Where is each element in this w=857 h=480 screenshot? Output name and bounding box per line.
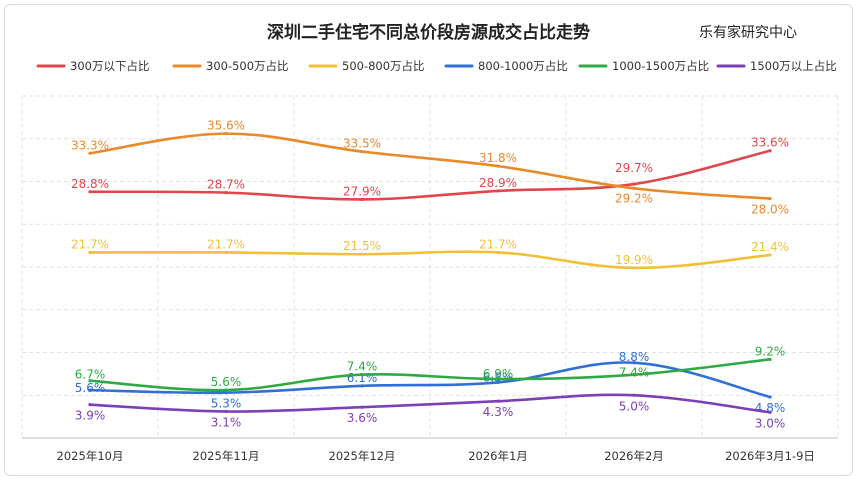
data-label: 3.1% <box>211 415 242 429</box>
data-label: 35.6% <box>207 119 245 133</box>
legend-label: 500-800万占比 <box>342 59 425 73</box>
data-label: 5.0% <box>619 399 650 413</box>
data-point <box>632 361 636 365</box>
data-point <box>88 388 92 392</box>
data-point <box>496 250 500 255</box>
series-line <box>88 358 772 392</box>
chart-title: 深圳二手住宅不同总价段房源成交占比走势 <box>267 23 590 43</box>
data-point <box>224 132 228 136</box>
data-label: 5.3% <box>211 397 242 411</box>
data-point <box>88 190 92 194</box>
chart-frame <box>4 4 853 476</box>
series-line <box>88 149 772 201</box>
data-point <box>224 388 228 392</box>
data-point <box>768 253 772 257</box>
data-label: 6.9% <box>483 367 514 381</box>
data-point <box>360 373 364 377</box>
data-label: 8.8% <box>619 350 650 364</box>
series-line <box>88 361 772 399</box>
data-label: 3.9% <box>75 409 106 423</box>
data-label: 33.3% <box>71 138 109 152</box>
legend-label: 1000-1500万占比 <box>612 59 709 73</box>
data-point <box>360 405 364 409</box>
series-line <box>88 250 772 270</box>
data-label: 28.8% <box>71 177 109 191</box>
legend-label: 300万以下占比 <box>70 59 149 73</box>
data-point <box>88 250 92 255</box>
data-point <box>360 252 364 256</box>
data-label: 6.7% <box>75 368 106 382</box>
data-point <box>496 399 500 403</box>
data-label: 29.7% <box>615 161 653 175</box>
data-point <box>632 186 636 190</box>
data-label: 7.4% <box>619 366 650 380</box>
data-label: 33.5% <box>343 137 381 151</box>
data-label: 33.6% <box>751 136 789 150</box>
data-label: 21.7% <box>71 237 109 251</box>
data-point <box>88 403 92 407</box>
data-point <box>224 191 228 195</box>
data-label: 5.6% <box>75 381 106 395</box>
legend-label: 800-1000万占比 <box>478 59 568 73</box>
data-point <box>632 266 636 270</box>
data-point <box>360 197 364 202</box>
data-point <box>768 410 772 414</box>
x-tick-label: 2025年11月 <box>193 449 260 463</box>
data-label: 27.9% <box>343 184 381 198</box>
data-point <box>88 379 92 383</box>
data-label: 4.3% <box>483 405 514 419</box>
data-point <box>360 149 364 154</box>
data-label: 29.2% <box>615 191 653 205</box>
data-label: 7.4% <box>347 360 378 374</box>
legend-label: 1500万以上占比 <box>750 59 837 73</box>
data-point <box>88 151 92 155</box>
data-point <box>632 182 636 186</box>
series-line <box>88 393 772 414</box>
data-point <box>496 189 500 193</box>
data-label: 21.7% <box>207 237 245 251</box>
data-label: 31.8% <box>479 151 517 165</box>
data-point <box>768 149 772 153</box>
data-label: 28.0% <box>751 203 789 217</box>
data-label: 21.5% <box>343 239 381 253</box>
data-label: 9.2% <box>755 344 786 358</box>
data-point <box>496 377 500 381</box>
x-tick-label: 2026年2月 <box>604 449 664 463</box>
legend-label: 300-500万占比 <box>206 59 289 73</box>
chart-source: 乐有家研究中心 <box>699 25 797 41</box>
data-label: 3.6% <box>347 411 378 425</box>
data-point <box>224 250 228 255</box>
data-label: 28.9% <box>479 176 517 190</box>
x-tick-label: 2026年3月1-9日 <box>725 449 815 463</box>
data-label: 21.4% <box>751 240 789 254</box>
data-point <box>632 393 636 397</box>
data-point <box>224 409 228 414</box>
series-line <box>88 132 772 200</box>
data-label: 5.6% <box>211 375 242 389</box>
x-tick-label: 2025年10月 <box>57 449 124 463</box>
x-tick-label: 2026年1月 <box>468 449 528 463</box>
data-point <box>632 373 636 377</box>
data-label: 28.7% <box>207 178 245 192</box>
data-label: 3.0% <box>755 416 786 430</box>
data-label: 19.9% <box>615 253 653 267</box>
data-point <box>768 357 772 361</box>
data-point <box>768 395 772 399</box>
x-tick-label: 2025年12月 <box>329 449 396 463</box>
data-point <box>496 380 500 385</box>
data-point <box>768 197 772 201</box>
data-point <box>224 391 228 395</box>
data-point <box>360 384 364 388</box>
data-point <box>496 164 500 168</box>
data-label: 21.7% <box>479 237 517 251</box>
